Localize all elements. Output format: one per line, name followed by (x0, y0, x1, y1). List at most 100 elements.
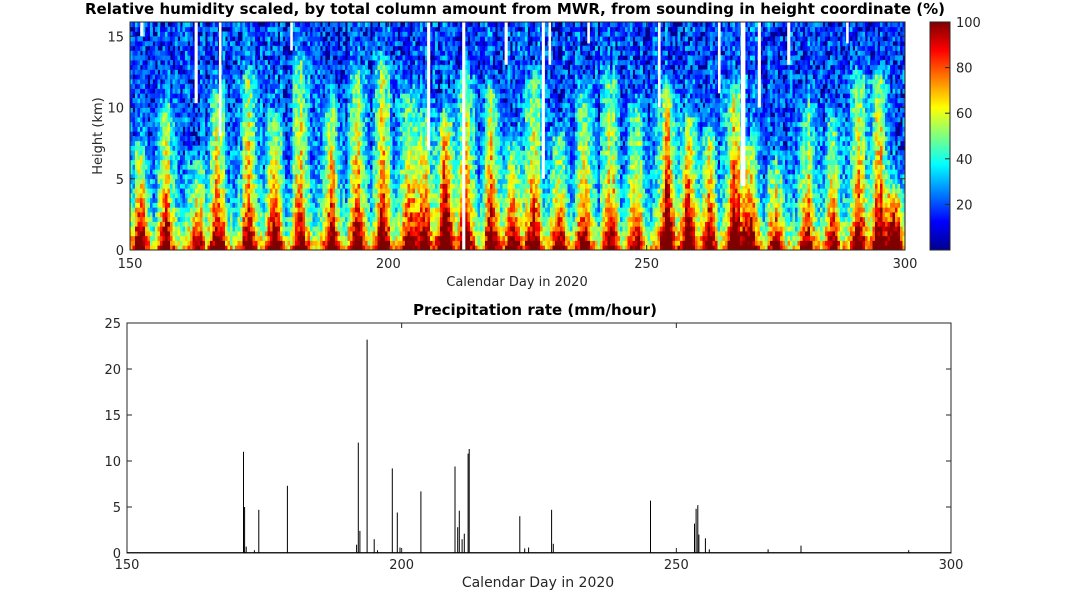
heatmap-cell (340, 93, 343, 99)
heatmap-cell (382, 60, 386, 66)
heatmap-cell (255, 126, 258, 132)
heatmap-cell (405, 136, 408, 142)
heatmap-cell (190, 22, 193, 28)
heatmap-cell (392, 107, 396, 113)
heatmap-cell (260, 98, 263, 104)
heatmap-cell (252, 183, 256, 189)
heatmap-cell (375, 178, 378, 184)
heatmap-cell (242, 45, 246, 51)
heatmap-cell (345, 164, 348, 170)
heatmap-cell (335, 50, 338, 56)
heatmap-cell (155, 159, 158, 165)
heatmap-cell (170, 107, 173, 113)
heatmap-cell (197, 159, 201, 165)
heatmap-cell (325, 188, 328, 194)
heatmap-cell (247, 126, 251, 132)
heatmap-cell (135, 22, 138, 28)
heatmap-cell (167, 36, 171, 42)
heatmap-cell (250, 164, 253, 170)
heatmap-cell (202, 60, 206, 66)
heatmap-cell (390, 117, 393, 123)
heatmap-cell (310, 50, 313, 56)
heatmap-cell (322, 41, 326, 47)
heatmap-cell (147, 174, 151, 180)
heatmap-cell (250, 140, 253, 146)
heatmap-cell (345, 150, 348, 156)
heatmap-cell (320, 169, 323, 175)
heatmap-cell (305, 107, 308, 113)
heatmap-cell (315, 131, 318, 137)
heatmap-cell (317, 79, 321, 85)
heatmap-cell (280, 74, 283, 80)
heatmap-cell (230, 235, 233, 241)
heatmap-cell (345, 183, 348, 189)
heatmap-cell (157, 55, 161, 61)
heatmap-cell (330, 45, 333, 51)
heatmap-cell (255, 226, 258, 232)
heatmap-cell (167, 145, 171, 151)
heatmap-cell (392, 55, 396, 61)
heatmap-cell (390, 140, 393, 146)
heatmap-cell (320, 235, 323, 241)
heatmap-cell (255, 216, 258, 222)
heatmap-cell (190, 50, 193, 56)
heatmap-cell (160, 193, 163, 199)
heatmap-cell (155, 136, 158, 142)
heatmap-cell (185, 74, 188, 80)
heatmap-cell (335, 83, 338, 89)
heatmap-cell (382, 112, 386, 118)
heatmap-cell (165, 136, 168, 142)
heatmap-cell (307, 88, 311, 94)
heatmap-cell (277, 169, 281, 175)
heatmap-cell (392, 159, 396, 165)
heatmap-cell (192, 69, 196, 75)
heatmap-cell (260, 169, 263, 175)
heatmap-cell (257, 131, 261, 137)
heatmap-cell (282, 207, 286, 213)
heatmap-cell (387, 216, 391, 222)
heatmap-cell (182, 155, 186, 161)
heatmap-cell (305, 26, 308, 32)
heatmap-cell (130, 202, 133, 208)
heatmap-cell (235, 193, 238, 199)
heatmap-cell (315, 207, 318, 213)
heatmap-cell (270, 69, 273, 75)
heatmap-cell (187, 88, 191, 94)
heatmap-cell (155, 26, 158, 32)
heatmap-cell (312, 159, 316, 165)
heatmap-cell (262, 64, 266, 70)
heatmap-cell (297, 98, 301, 104)
heatmap-cell (162, 83, 166, 89)
heatmap-cell (340, 31, 343, 37)
heatmap-cell (300, 207, 303, 213)
heatmap-cell (317, 31, 321, 37)
heatmap-cell (300, 64, 303, 70)
heatmap-cell (215, 107, 218, 113)
heatmap-cell (315, 155, 318, 161)
heatmap-cell (160, 174, 163, 180)
heatmap-cell (267, 159, 271, 165)
heatmap-cell (297, 174, 301, 180)
heatmap-cell (367, 107, 371, 113)
heatmap-cell (342, 79, 346, 85)
heatmap-cell (235, 188, 238, 194)
heatmap-cell (332, 126, 336, 132)
heatmap-cell (300, 131, 303, 137)
heatmap-cell (185, 107, 188, 113)
heatmap-cell (270, 41, 273, 47)
heatmap-cell (175, 212, 178, 218)
heatmap-cell (390, 41, 393, 47)
heatmap-cell (240, 193, 243, 199)
heatmap-cell (180, 193, 183, 199)
heatmap-cell (382, 50, 386, 56)
heatmap-cell (380, 45, 383, 51)
heatmap-cell (357, 178, 361, 184)
heatmap-cell (305, 164, 308, 170)
heatmap-cell (372, 202, 376, 208)
heatmap-cell (245, 193, 248, 199)
heatmap-cell (402, 164, 406, 170)
heatmap-cell (340, 22, 343, 28)
heatmap-cell (305, 231, 308, 237)
heatmap-cell (287, 183, 291, 189)
heatmap-cell (200, 188, 203, 194)
